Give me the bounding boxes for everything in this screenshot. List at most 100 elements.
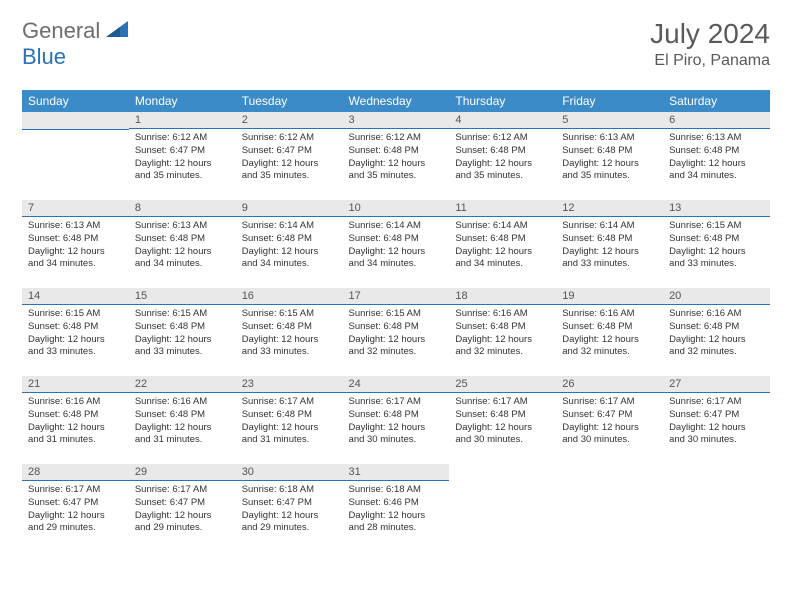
day-number: 15 (129, 288, 236, 305)
day-number: 21 (22, 376, 129, 393)
daylight-text: Daylight: 12 hours and 30 minutes. (562, 422, 657, 448)
daylight-text: Daylight: 12 hours and 33 minutes. (669, 246, 764, 272)
calendar-cell: 26Sunrise: 6:17 AMSunset: 6:47 PMDayligh… (556, 376, 663, 464)
calendar-cell: 6Sunrise: 6:13 AMSunset: 6:48 PMDaylight… (663, 112, 770, 200)
day-details: Sunrise: 6:12 AMSunset: 6:48 PMDaylight:… (343, 129, 450, 187)
day-number: 16 (236, 288, 343, 305)
day-number: 7 (22, 200, 129, 217)
sunrise-text: Sunrise: 6:14 AM (455, 220, 550, 233)
sunset-text: Sunset: 6:47 PM (135, 145, 230, 158)
day-number: 12 (556, 200, 663, 217)
calendar-table: Sunday Monday Tuesday Wednesday Thursday… (22, 90, 770, 552)
daylight-text: Daylight: 12 hours and 34 minutes. (455, 246, 550, 272)
calendar-week-row: 28Sunrise: 6:17 AMSunset: 6:47 PMDayligh… (22, 464, 770, 552)
daylight-text: Daylight: 12 hours and 33 minutes. (28, 334, 123, 360)
calendar-cell: 27Sunrise: 6:17 AMSunset: 6:47 PMDayligh… (663, 376, 770, 464)
daylight-text: Daylight: 12 hours and 30 minutes. (349, 422, 444, 448)
daylight-text: Daylight: 12 hours and 35 minutes. (242, 158, 337, 184)
calendar-cell: 13Sunrise: 6:15 AMSunset: 6:48 PMDayligh… (663, 200, 770, 288)
sunrise-text: Sunrise: 6:14 AM (349, 220, 444, 233)
day-details: Sunrise: 6:15 AMSunset: 6:48 PMDaylight:… (343, 305, 450, 363)
day-number: 5 (556, 112, 663, 129)
calendar-cell: 9Sunrise: 6:14 AMSunset: 6:48 PMDaylight… (236, 200, 343, 288)
day-number: 2 (236, 112, 343, 129)
title-block: July 2024 El Piro, Panama (650, 18, 770, 70)
day-details: Sunrise: 6:17 AMSunset: 6:48 PMDaylight:… (449, 393, 556, 451)
calendar-cell: 17Sunrise: 6:15 AMSunset: 6:48 PMDayligh… (343, 288, 450, 376)
daylight-text: Daylight: 12 hours and 32 minutes. (562, 334, 657, 360)
calendar-cell: 14Sunrise: 6:15 AMSunset: 6:48 PMDayligh… (22, 288, 129, 376)
day-details: Sunrise: 6:12 AMSunset: 6:48 PMDaylight:… (449, 129, 556, 187)
sunset-text: Sunset: 6:48 PM (135, 321, 230, 334)
daylight-text: Daylight: 12 hours and 35 minutes. (135, 158, 230, 184)
sunrise-text: Sunrise: 6:15 AM (242, 308, 337, 321)
day-number: 13 (663, 200, 770, 217)
sunset-text: Sunset: 6:48 PM (349, 409, 444, 422)
day-number-empty (22, 112, 129, 130)
day-details: Sunrise: 6:15 AMSunset: 6:48 PMDaylight:… (663, 217, 770, 275)
day-details: Sunrise: 6:13 AMSunset: 6:48 PMDaylight:… (556, 129, 663, 187)
sunset-text: Sunset: 6:48 PM (562, 145, 657, 158)
day-details: Sunrise: 6:14 AMSunset: 6:48 PMDaylight:… (449, 217, 556, 275)
day-details: Sunrise: 6:17 AMSunset: 6:47 PMDaylight:… (556, 393, 663, 451)
day-details: Sunrise: 6:15 AMSunset: 6:48 PMDaylight:… (236, 305, 343, 363)
location-label: El Piro, Panama (650, 52, 770, 70)
calendar-cell: 24Sunrise: 6:17 AMSunset: 6:48 PMDayligh… (343, 376, 450, 464)
weekday-header: Monday (129, 90, 236, 112)
sunrise-text: Sunrise: 6:17 AM (28, 484, 123, 497)
calendar-cell: 23Sunrise: 6:17 AMSunset: 6:48 PMDayligh… (236, 376, 343, 464)
day-number: 4 (449, 112, 556, 129)
sunset-text: Sunset: 6:47 PM (135, 497, 230, 510)
daylight-text: Daylight: 12 hours and 29 minutes. (242, 510, 337, 536)
calendar-cell (22, 112, 129, 200)
daylight-text: Daylight: 12 hours and 34 minutes. (28, 246, 123, 272)
calendar-cell: 3Sunrise: 6:12 AMSunset: 6:48 PMDaylight… (343, 112, 450, 200)
weekday-header: Tuesday (236, 90, 343, 112)
sunset-text: Sunset: 6:47 PM (562, 409, 657, 422)
day-number: 23 (236, 376, 343, 393)
sunset-text: Sunset: 6:48 PM (349, 233, 444, 246)
sunset-text: Sunset: 6:48 PM (455, 409, 550, 422)
day-details: Sunrise: 6:17 AMSunset: 6:48 PMDaylight:… (343, 393, 450, 451)
day-details: Sunrise: 6:16 AMSunset: 6:48 PMDaylight:… (449, 305, 556, 363)
sunrise-text: Sunrise: 6:17 AM (562, 396, 657, 409)
sunset-text: Sunset: 6:48 PM (669, 321, 764, 334)
day-number: 8 (129, 200, 236, 217)
day-details: Sunrise: 6:12 AMSunset: 6:47 PMDaylight:… (129, 129, 236, 187)
sunrise-text: Sunrise: 6:16 AM (135, 396, 230, 409)
daylight-text: Daylight: 12 hours and 30 minutes. (455, 422, 550, 448)
calendar-cell: 2Sunrise: 6:12 AMSunset: 6:47 PMDaylight… (236, 112, 343, 200)
day-number: 22 (129, 376, 236, 393)
sunrise-text: Sunrise: 6:12 AM (135, 132, 230, 145)
calendar-week-row: 1Sunrise: 6:12 AMSunset: 6:47 PMDaylight… (22, 112, 770, 200)
daylight-text: Daylight: 12 hours and 31 minutes. (135, 422, 230, 448)
sunset-text: Sunset: 6:48 PM (242, 409, 337, 422)
logo-triangle-icon (106, 21, 128, 42)
weekday-header: Friday (556, 90, 663, 112)
daylight-text: Daylight: 12 hours and 34 minutes. (669, 158, 764, 184)
day-number: 19 (556, 288, 663, 305)
calendar-cell: 21Sunrise: 6:16 AMSunset: 6:48 PMDayligh… (22, 376, 129, 464)
calendar-cell: 15Sunrise: 6:15 AMSunset: 6:48 PMDayligh… (129, 288, 236, 376)
daylight-text: Daylight: 12 hours and 34 minutes. (349, 246, 444, 272)
day-number: 6 (663, 112, 770, 129)
calendar-cell: 8Sunrise: 6:13 AMSunset: 6:48 PMDaylight… (129, 200, 236, 288)
sunrise-text: Sunrise: 6:17 AM (349, 396, 444, 409)
sunset-text: Sunset: 6:48 PM (455, 321, 550, 334)
day-number: 14 (22, 288, 129, 305)
sunset-text: Sunset: 6:48 PM (28, 321, 123, 334)
daylight-text: Daylight: 12 hours and 33 minutes. (562, 246, 657, 272)
calendar-cell: 25Sunrise: 6:17 AMSunset: 6:48 PMDayligh… (449, 376, 556, 464)
sunrise-text: Sunrise: 6:17 AM (669, 396, 764, 409)
day-details: Sunrise: 6:18 AMSunset: 6:47 PMDaylight:… (236, 481, 343, 539)
sunrise-text: Sunrise: 6:13 AM (562, 132, 657, 145)
calendar-cell: 7Sunrise: 6:13 AMSunset: 6:48 PMDaylight… (22, 200, 129, 288)
sunset-text: Sunset: 6:48 PM (28, 233, 123, 246)
day-number: 1 (129, 112, 236, 129)
sunset-text: Sunset: 6:48 PM (135, 233, 230, 246)
calendar-cell: 19Sunrise: 6:16 AMSunset: 6:48 PMDayligh… (556, 288, 663, 376)
sunrise-text: Sunrise: 6:15 AM (669, 220, 764, 233)
sunrise-text: Sunrise: 6:17 AM (242, 396, 337, 409)
daylight-text: Daylight: 12 hours and 35 minutes. (562, 158, 657, 184)
calendar-week-row: 14Sunrise: 6:15 AMSunset: 6:48 PMDayligh… (22, 288, 770, 376)
